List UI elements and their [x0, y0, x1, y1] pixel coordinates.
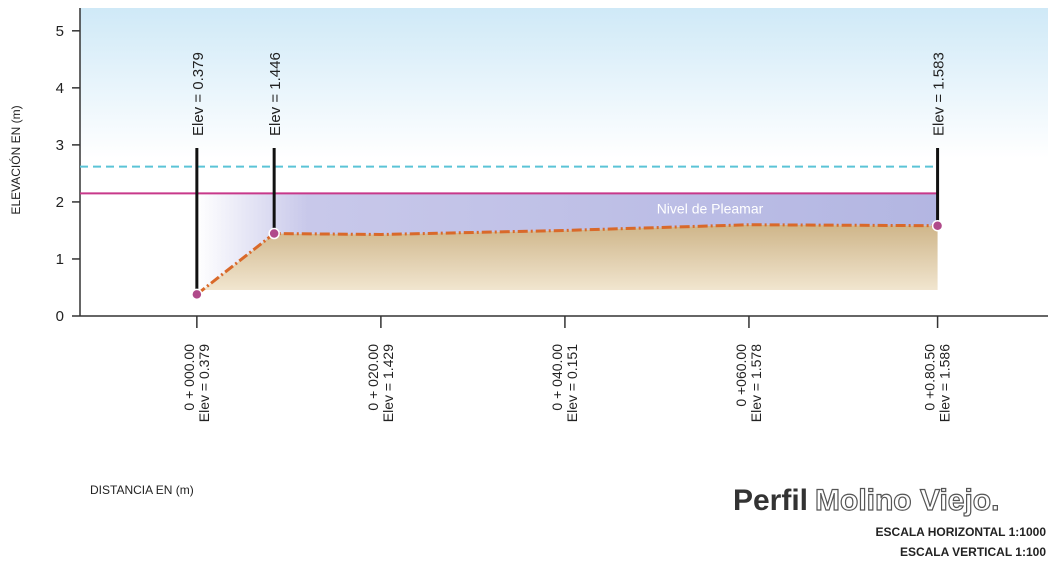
x-tick-label: 0 +0.80.50 [922, 344, 938, 411]
x-tick-label: 0 +060.00 [733, 344, 749, 407]
x-tick-label: 0 + 020.00 [365, 344, 381, 411]
water-fill [196, 193, 938, 295]
x-tick-sublabel: Elev = 0.379 [196, 344, 212, 422]
y-tick-label: 4 [56, 80, 64, 97]
sky [80, 8, 1048, 158]
x-tick-sublabel: Elev = 0.151 [564, 344, 580, 422]
y-tick-label: 0 [56, 308, 64, 325]
ground-line [195, 223, 938, 296]
x-tick-label: 0 + 040.00 [549, 344, 565, 411]
x-tick-sublabel: Elev = 1.429 [380, 344, 396, 422]
marker-label: Elev = 0.379 [190, 52, 207, 136]
title: Perfil [733, 484, 808, 517]
y-tick-label: 5 [56, 23, 64, 40]
subtitle: Molino Viejo. [815, 484, 999, 517]
scale-note: ESCALA VERTICAL 1:100 [900, 545, 1046, 559]
marker-label: Elev = 1.446 [267, 52, 284, 136]
x-axis-label: DISTANCIA EN (m) [90, 483, 194, 497]
marker [931, 219, 944, 232]
marker [268, 227, 280, 240]
scale-note: ESCALA HORIZONTAL 1:1000 [876, 525, 1047, 539]
y-axis-label: ELEVACIÓN EN (m) [8, 105, 23, 214]
y-tick-label: 3 [56, 137, 64, 154]
ground-fill [196, 224, 938, 295]
marker [191, 288, 203, 301]
y-tick-label: 2 [56, 194, 64, 211]
reference-label: Nivel de Pleamar [657, 200, 764, 216]
marker-label: Elev = 1.583 [931, 52, 948, 136]
x-tick-label: 0 + 000.00 [181, 344, 197, 411]
x-tick-sublabel: Elev = 1.578 [748, 344, 764, 422]
y-tick-label: 1 [56, 251, 64, 268]
x-tick-sublabel: Elev = 1.586 [937, 344, 953, 422]
